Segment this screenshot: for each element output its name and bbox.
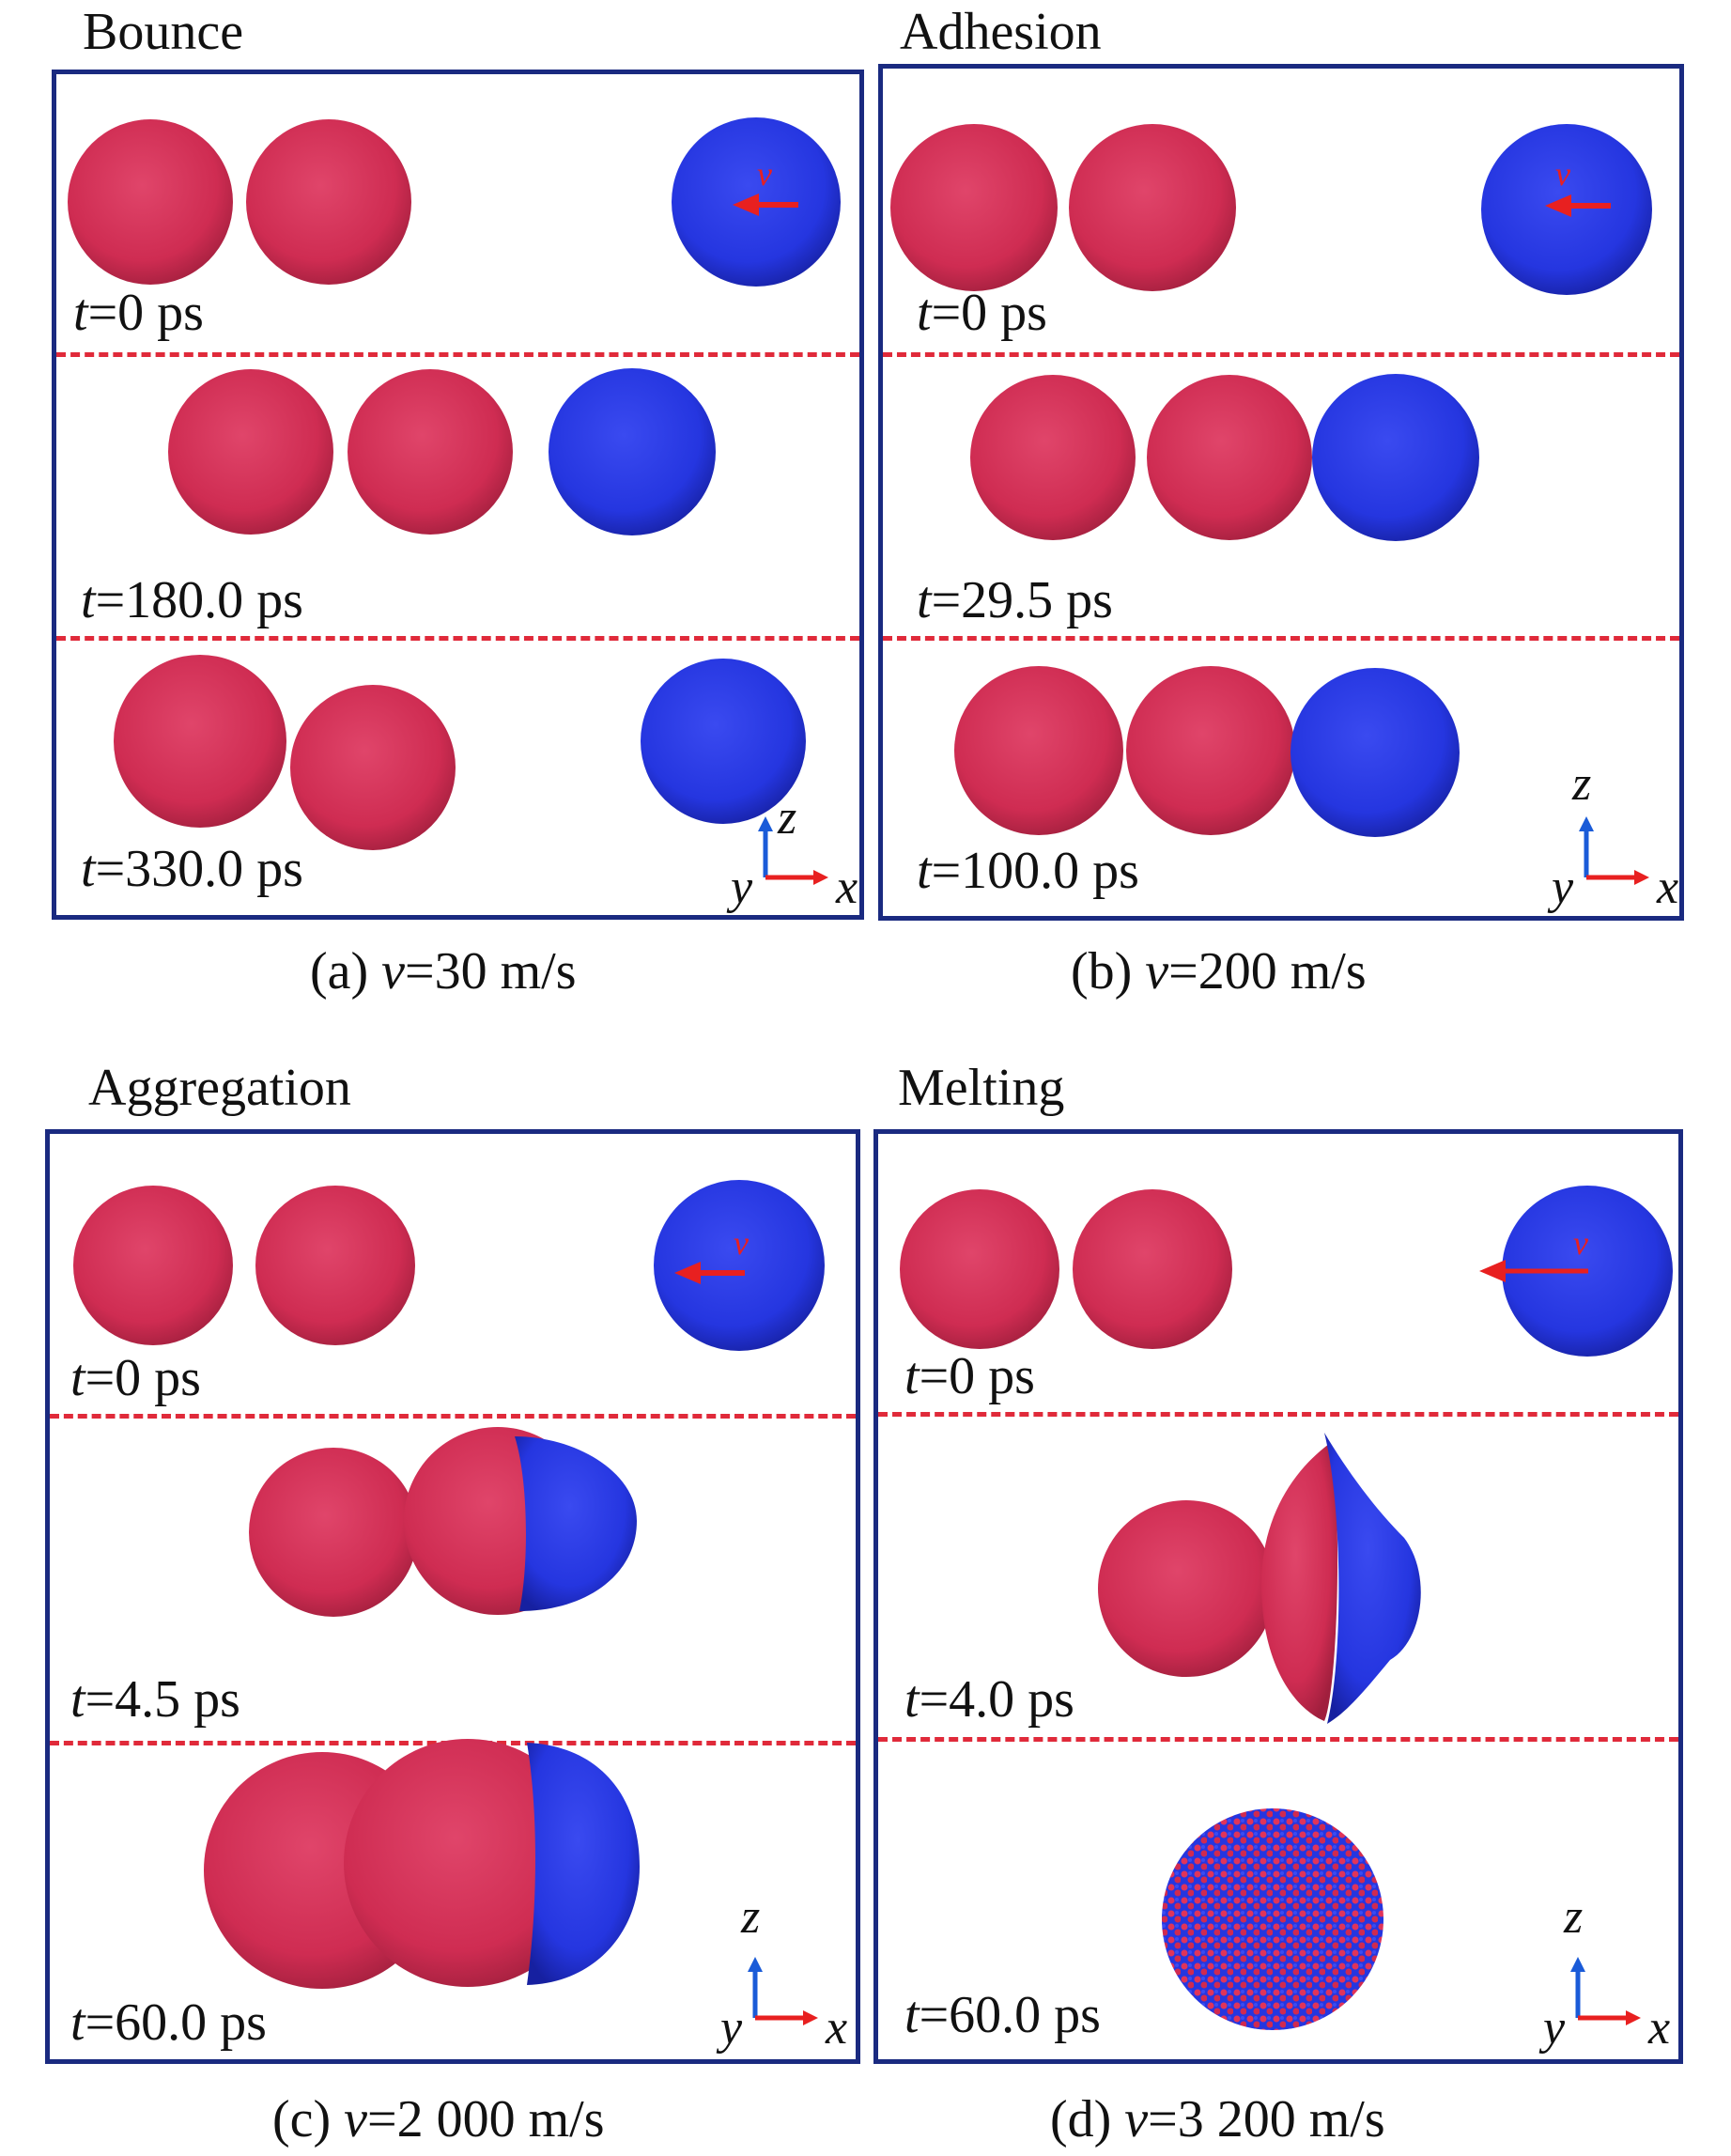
panel-a-separator-1 [56, 352, 859, 357]
panel-a-f3-projectile [641, 659, 806, 824]
panel-a-f1-dimer-left [68, 119, 233, 285]
panel-c-axis-x: x [826, 2001, 848, 2055]
panel-d-f3-merged-melt [1162, 1808, 1383, 2030]
panel-b-f1-dimer-left [890, 124, 1058, 291]
panel-d-caption: (d) v=3 200 m/s [1050, 2090, 1385, 2148]
panel-c-velocity-label: v [734, 1224, 749, 1262]
panel-a-f1-dimer-right [246, 119, 411, 285]
panel-c-axes: z y x [703, 1893, 863, 2055]
panel-c-title: Aggregation [88, 1059, 351, 1117]
panel-c-axis-z: z [741, 1890, 761, 1944]
panel-b: v t=0 ps t=29.5 ps t=100.0 ps z y x [878, 64, 1684, 921]
panel-b-f1-dimer-right [1069, 124, 1236, 291]
panel-c-f1-dimer-right [255, 1186, 415, 1345]
panel-a-f2-dimer-right [348, 369, 513, 535]
panel-c-caption: (c) v=2 000 m/s [272, 2090, 605, 2148]
panel-a-caption: (a) v=30 m/s [310, 942, 577, 1000]
panel-c-separator-1 [50, 1414, 856, 1419]
panel-c-scene: v [73, 1180, 825, 1989]
panel-c-f3-dimer-right [344, 1739, 592, 1987]
panel-c-frame-1-time: t=0 ps [70, 1349, 201, 1407]
panel-a-separator-2 [56, 636, 859, 641]
panel-b-title: Adhesion [900, 3, 1102, 61]
panel-a-velocity-arrowhead [733, 194, 759, 216]
panel-d-frame-1-time: t=0 ps [904, 1347, 1035, 1405]
panel-b-axis-z: z [1572, 757, 1592, 811]
panel-d: v t=0 ps t=4.0 ps t=60.0 ps z y x [873, 1129, 1683, 2064]
panel-a-axis-x: x [836, 861, 858, 914]
panel-c: v t=0 ps t=4.5 ps t=60.0 ps z y x [45, 1129, 860, 2064]
panel-d-f1-dimer-left [900, 1189, 1059, 1349]
panel-c-f2-projectile-flattened [515, 1436, 637, 1611]
panel-c-axis-y: y [720, 2001, 743, 2055]
panel-a-title: Bounce [83, 3, 244, 61]
panel-c-velocity-arrowhead [674, 1262, 701, 1284]
panel-b-f2-dimer-left [970, 375, 1136, 540]
panel-b-frame-3-time: t=100.0 ps [917, 842, 1139, 900]
panel-b-separator-1 [883, 352, 1679, 357]
panel-a-scene: v [68, 117, 841, 850]
panel-d-axes: z y x [1526, 1893, 1686, 2055]
panel-d-f1-dimer-right [1073, 1189, 1232, 1349]
panel-a-frame-3-time: t=330.0 ps [81, 840, 303, 898]
panel-b-f3-dimer-right [1126, 666, 1295, 835]
panel-b-f3-projectile [1291, 668, 1460, 837]
panel-c-f1-dimer-left [73, 1186, 233, 1345]
panel-c-f1-projectile [654, 1180, 825, 1351]
panel-c-frame-3-time: t=60.0 ps [70, 1993, 267, 2052]
panel-b-axes: z y x [1535, 760, 1694, 914]
panel-c-f2-dimer-left [249, 1448, 418, 1617]
panel-c-frame-2-time: t=4.5 ps [70, 1670, 240, 1729]
panel-d-separator-2 [878, 1737, 1678, 1742]
panel-a-frame-2-time: t=180.0 ps [81, 571, 303, 629]
panel-d-frame-2-time: t=4.0 ps [904, 1670, 1074, 1729]
panel-b-frame-2-time: t=29.5 ps [917, 571, 1113, 629]
panel-d-velocity-label: v [1573, 1224, 1588, 1262]
panel-a-f3-dimer-left [114, 655, 286, 828]
panel-d-scene: v [900, 1186, 1673, 2030]
panel-d-f2-projectile-flattened [1324, 1433, 1421, 1724]
panel-a: v [52, 70, 864, 920]
panel-a-f3-dimer-right [290, 685, 456, 850]
panel-b-f2-dimer-right [1147, 375, 1312, 540]
panel-a-velocity-label: v [757, 155, 772, 193]
panel-c-f3-projectile-flattened [527, 1743, 640, 1985]
panel-b-frame-1-time: t=0 ps [917, 284, 1047, 342]
panel-d-axis-y: y [1543, 2001, 1566, 2055]
panel-b-scene: v [890, 124, 1652, 837]
panel-a-frame-1-time: t=0 ps [73, 284, 204, 342]
panel-a-f2-projectile [549, 368, 716, 535]
panel-d-title: Melting [898, 1059, 1065, 1117]
panel-a-axes: z y x [714, 794, 873, 914]
panel-b-separator-2 [883, 636, 1679, 641]
panel-a-axis-z: z [778, 791, 797, 845]
panel-d-separator-1 [878, 1412, 1678, 1417]
panel-b-f3-dimer-left [954, 666, 1123, 835]
panel-d-axis-z: z [1564, 1890, 1584, 1944]
panel-d-axis-x: x [1648, 2001, 1671, 2055]
panel-d-frame-3-time: t=60.0 ps [904, 1986, 1101, 2044]
panel-b-axis-x: x [1657, 861, 1679, 914]
panel-b-f2-projectile [1312, 374, 1479, 541]
panel-d-f2-dimer-right-deformed [1261, 1444, 1338, 1721]
panel-b-velocity-arrowhead [1545, 194, 1571, 217]
panel-d-f2-dimer-left [1098, 1500, 1275, 1677]
panel-b-axis-y: y [1552, 861, 1574, 914]
panel-d-velocity-arrowhead [1479, 1260, 1506, 1282]
panel-b-caption: (b) v=200 m/s [1071, 942, 1367, 1000]
panel-b-velocity-label: v [1555, 155, 1570, 193]
panel-a-axis-y: y [731, 861, 753, 914]
panel-a-f2-dimer-left [168, 369, 333, 535]
